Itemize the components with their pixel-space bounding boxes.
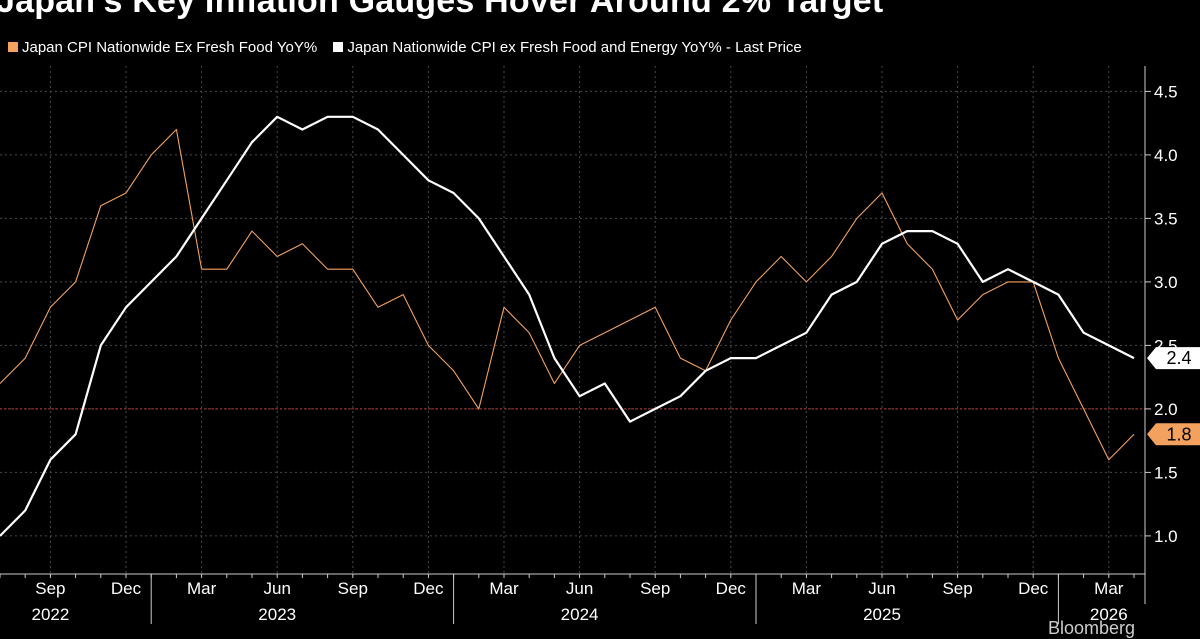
legend-item-series-2: Japan Nationwide CPI ex Fresh Food and E…	[333, 39, 802, 56]
x-tick-label: Sep	[640, 579, 670, 598]
y-tick-label: 4.0	[1154, 146, 1178, 165]
y-tick-label: 1.0	[1154, 527, 1178, 546]
x-year-label: 2026	[1090, 605, 1128, 624]
last-value-tag-2	[1147, 347, 1200, 370]
source-label: Bloomberg	[1048, 618, 1136, 638]
last-value-tag-1	[1147, 423, 1200, 446]
x-year-label: 2024	[561, 605, 599, 624]
x-tick-label: Mar	[489, 579, 519, 598]
x-tick-label: Mar	[187, 579, 217, 598]
x-tick-label: Dec	[111, 579, 142, 598]
x-year-label: 2022	[31, 605, 69, 624]
x-tick-label: Dec	[413, 579, 444, 598]
x-tick-label: Sep	[942, 579, 972, 598]
x-tick-label: Mar	[792, 579, 822, 598]
y-tick-label: 3.0	[1154, 273, 1178, 292]
y-tick-label: 3.5	[1154, 209, 1178, 228]
legend: Japan CPI Nationwide Ex Fresh Food YoY% …	[8, 39, 814, 56]
x-tick-label: Dec	[716, 579, 747, 598]
last-value-label-2: 2.4	[1166, 348, 1191, 368]
y-tick-label: 1.5	[1154, 463, 1178, 482]
legend-swatch-orange	[8, 42, 18, 52]
x-tick-label: Jun	[566, 579, 593, 598]
y-tick-label: 4.5	[1154, 82, 1178, 101]
legend-swatch-white	[333, 42, 344, 52]
x-year-label: 2025	[863, 605, 901, 624]
chart-title: Japan's Key Inflation Gauges Hover Aroun…	[0, 0, 884, 20]
x-tick-label: Jun	[868, 579, 895, 598]
x-tick-label: Dec	[1018, 579, 1049, 598]
legend-label-series-1: Japan CPI Nationwide Ex Fresh Food YoY%	[22, 39, 318, 56]
x-tick-label: Mar	[1094, 579, 1124, 598]
last-value-label-1: 1.8	[1166, 424, 1191, 444]
series-line-1	[0, 128, 1135, 461]
x-year-label: 2023	[258, 605, 296, 624]
y-tick-label: 2.0	[1154, 400, 1178, 419]
x-tick-label: Sep	[338, 579, 368, 598]
series-line-2	[0, 115, 1135, 537]
legend-label-series-2: Japan Nationwide CPI ex Fresh Food and E…	[347, 39, 802, 56]
x-tick-label: Sep	[35, 579, 65, 598]
x-tick-label: Jun	[263, 579, 290, 598]
legend-item-series-1: Japan CPI Nationwide Ex Fresh Food YoY%	[8, 39, 317, 56]
